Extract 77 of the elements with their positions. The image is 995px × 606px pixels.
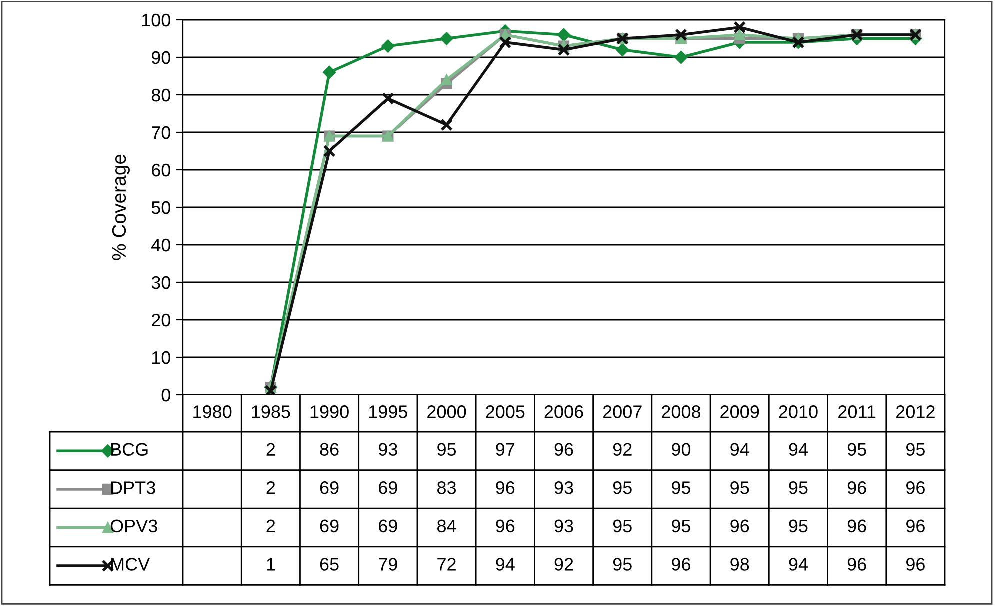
x-tick-label: 1990 xyxy=(310,406,349,418)
legend-label: OPV3 xyxy=(110,520,158,533)
y-axis-title: % Coverage xyxy=(112,154,130,260)
data-label: 96 xyxy=(906,520,925,533)
data-label: 96 xyxy=(848,482,866,494)
data-label: 72 xyxy=(438,558,456,571)
data-label: 92 xyxy=(554,558,574,571)
y-tick-label: 70 xyxy=(152,126,170,140)
data-label: 79 xyxy=(379,558,398,571)
data-label: 96 xyxy=(848,558,866,571)
data-label: 95 xyxy=(789,520,808,533)
data-label: 96 xyxy=(496,482,515,494)
data-label: 95 xyxy=(438,443,456,456)
data-label: 69 xyxy=(320,482,339,494)
x-tick-label: 2011 xyxy=(838,406,876,418)
data-label: 95 xyxy=(613,558,632,571)
x-tick-label: 2010 xyxy=(779,406,818,418)
legend-label: BCG xyxy=(111,443,148,456)
x-tick-label: 1980 xyxy=(194,406,232,418)
data-label: 94 xyxy=(730,443,750,456)
y-tick-label: 0 xyxy=(162,388,170,402)
y-tick-label: 60 xyxy=(152,164,170,177)
data-label: 69 xyxy=(379,520,398,533)
data-label: 96 xyxy=(906,558,925,571)
data-label: 93 xyxy=(554,520,574,533)
data-label: 95 xyxy=(730,482,750,494)
x-tick-label: 1985 xyxy=(252,406,290,418)
data-label: 2 xyxy=(266,482,276,494)
data-label: 95 xyxy=(613,520,632,533)
x-tick-label: 1995 xyxy=(369,406,408,418)
data-label: 96 xyxy=(730,520,750,533)
data-label: 96 xyxy=(672,558,690,571)
data-label: 97 xyxy=(496,443,515,456)
data-label: 95 xyxy=(848,443,866,456)
data-label: 94 xyxy=(496,558,515,571)
data-label: 69 xyxy=(320,520,339,533)
y-tick-label: 100 xyxy=(142,14,170,27)
data-label: 2 xyxy=(266,443,276,456)
data-label: 93 xyxy=(554,482,574,494)
y-tick-label: 50 xyxy=(152,201,170,214)
data-label: 83 xyxy=(438,482,456,494)
x-tick-label: 2009 xyxy=(720,406,760,418)
y-tick-label: 80 xyxy=(152,88,170,102)
y-tick-label: 30 xyxy=(152,276,170,290)
y-tick-label: 20 xyxy=(152,314,170,327)
data-label: 96 xyxy=(906,482,925,494)
data-label: 96 xyxy=(848,520,866,533)
y-tick-label: 90 xyxy=(152,51,170,64)
data-label: 95 xyxy=(672,520,691,533)
legend-label: DPT3 xyxy=(111,482,156,494)
x-tick-label: 2005 xyxy=(486,406,525,418)
data-label: 93 xyxy=(378,443,398,456)
x-tick-label: 2012 xyxy=(896,406,935,418)
data-label: 65 xyxy=(320,558,339,571)
data-label: 94 xyxy=(789,443,808,456)
y-tick-label: 40 xyxy=(152,238,170,252)
data-label: 95 xyxy=(672,482,691,494)
data-label: 98 xyxy=(730,558,750,571)
y-tick-label: 10 xyxy=(152,351,170,364)
data-label: 2 xyxy=(266,520,276,532)
legend-label: MCV xyxy=(111,558,150,571)
x-tick-label: 2006 xyxy=(544,406,584,418)
x-tick-label: 2000 xyxy=(428,406,466,418)
data-label: 92 xyxy=(613,443,632,456)
data-label: 95 xyxy=(789,482,808,494)
data-label: 1 xyxy=(267,558,276,571)
data-label: 96 xyxy=(554,443,574,456)
data-label: 94 xyxy=(789,558,808,571)
data-label: 84 xyxy=(438,520,456,533)
data-label: 86 xyxy=(320,443,339,456)
x-tick-label: 2007 xyxy=(603,406,642,418)
data-label: 95 xyxy=(906,443,925,456)
data-label: 96 xyxy=(496,520,515,533)
data-label: 90 xyxy=(672,443,691,456)
data-label: 95 xyxy=(613,482,632,494)
x-tick-label: 2008 xyxy=(662,406,701,418)
data-label: 69 xyxy=(379,482,398,494)
